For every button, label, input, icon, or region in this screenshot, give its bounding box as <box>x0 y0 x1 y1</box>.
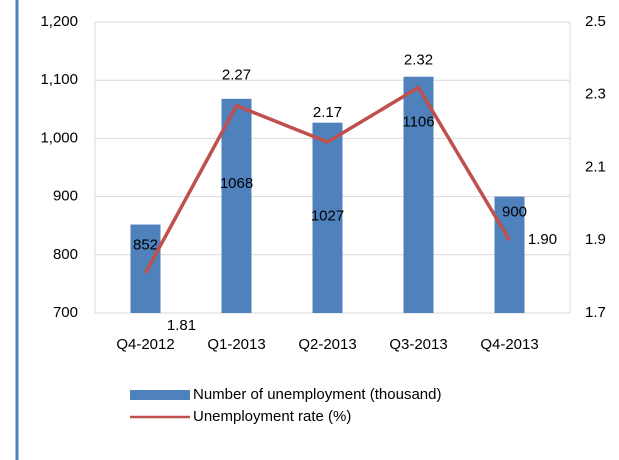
y-tick-label: 1,000 <box>40 129 78 146</box>
bar-value-label: 900 <box>502 204 527 221</box>
y-tick-label: 900 <box>53 188 78 205</box>
legend-label: Unemployment rate (%) <box>193 408 351 425</box>
y-tick-label: 700 <box>53 304 78 321</box>
bar-value-label: 1106 <box>402 114 434 131</box>
line-value-label: 2.17 <box>313 104 342 121</box>
legend-label: Number of unemployment (thousand) <box>193 386 441 403</box>
bar <box>494 196 525 313</box>
line-value-label: 1.90 <box>528 231 557 248</box>
x-tick-label: Q4-2012 <box>116 336 174 353</box>
bar-value-label: 1027 <box>311 208 344 225</box>
x-tick-label: Q3-2013 <box>389 336 447 353</box>
bar <box>221 98 252 313</box>
bar <box>312 122 343 313</box>
y2-tick-label: 1.7 <box>585 304 606 321</box>
line <box>143 85 512 274</box>
legend-swatch <box>130 390 190 400</box>
line-value-label: 2.27 <box>222 67 251 84</box>
y-tick-label: 800 <box>53 246 78 263</box>
bar <box>130 224 161 313</box>
y-tick-label: 1,100 <box>40 71 78 88</box>
line-value-label: 1.81 <box>167 317 196 334</box>
y-tick-label: 1,200 <box>40 13 78 30</box>
bar-value-label: 852 <box>133 237 158 254</box>
x-tick-label: Q1-2013 <box>207 336 265 353</box>
line-value-label: 2.32 <box>404 51 433 68</box>
bar <box>403 76 434 313</box>
y2-tick-label: 2.3 <box>585 86 606 103</box>
bar-value-label: 1068 <box>220 175 253 192</box>
y2-tick-label: 2.1 <box>585 158 606 175</box>
y2-tick-label: 1.9 <box>585 231 606 248</box>
y2-tick-label: 2.5 <box>585 13 606 30</box>
x-tick-label: Q4-2013 <box>480 336 538 353</box>
x-tick-label: Q2-2013 <box>298 336 356 353</box>
